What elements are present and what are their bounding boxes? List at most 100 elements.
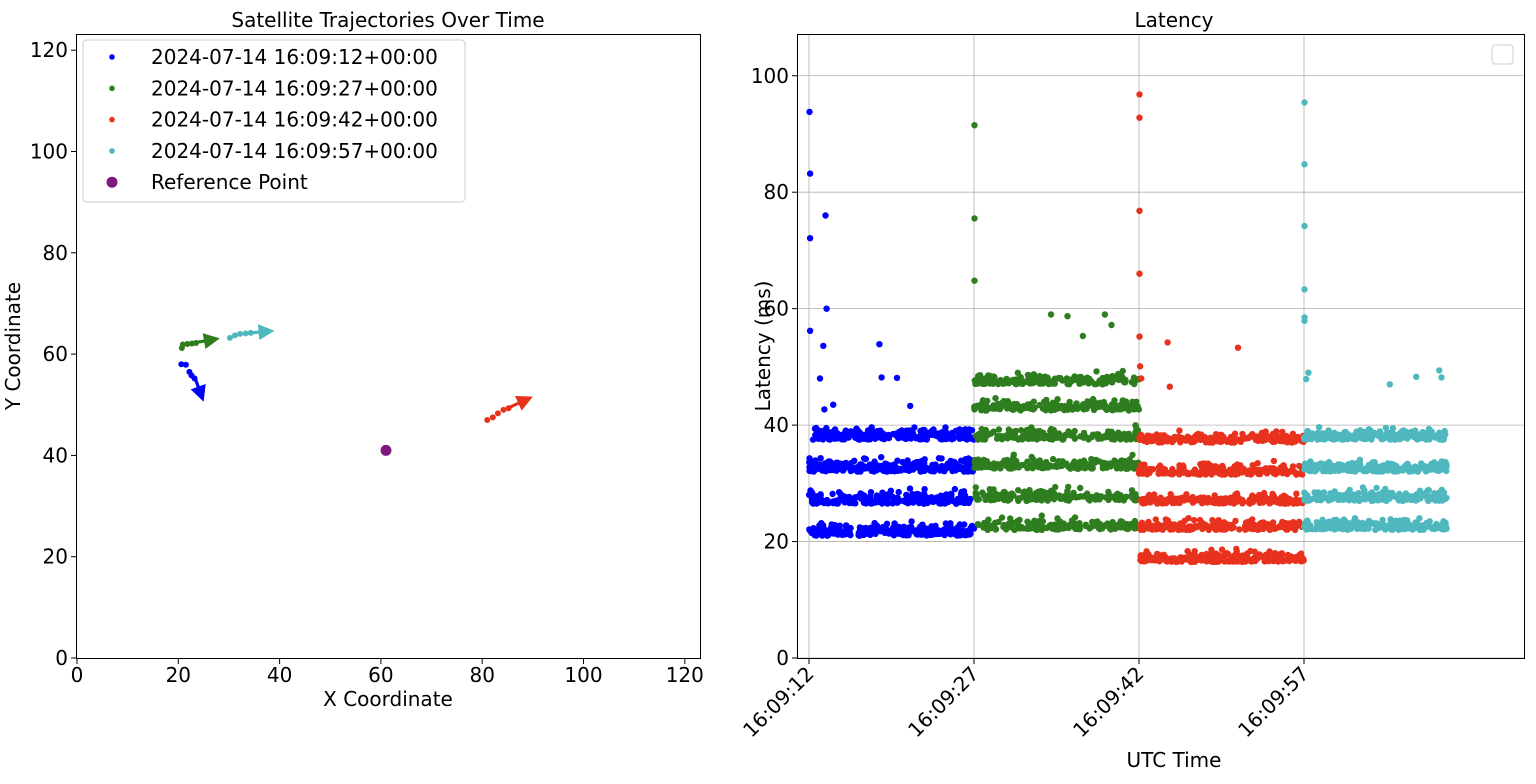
latency-point [857, 461, 864, 468]
latency-point [1353, 525, 1361, 533]
latency-point [1295, 522, 1302, 529]
latency-point [1044, 464, 1052, 471]
latency-point [1345, 496, 1352, 503]
latency-point [1410, 525, 1417, 532]
latency-point [1315, 424, 1323, 431]
latency-point [1187, 558, 1195, 566]
latency-point [1246, 500, 1254, 507]
latency-point [921, 525, 929, 533]
latency-point [846, 430, 853, 438]
latency-point [1364, 493, 1371, 501]
latency-point [990, 486, 997, 493]
latency-point [858, 530, 865, 538]
latency-point [1066, 381, 1073, 388]
latency-point [1291, 437, 1298, 444]
latency-point [1031, 404, 1038, 412]
latency-point [889, 528, 897, 535]
latency-point [947, 432, 954, 439]
latency-point [1288, 524, 1295, 531]
latency-point [1054, 396, 1061, 403]
latency-point [1114, 406, 1122, 413]
latency-point [978, 376, 985, 383]
latency-point [1088, 433, 1096, 441]
latency-point [1422, 492, 1429, 499]
latency-point [965, 455, 972, 462]
latency-point [1289, 468, 1297, 475]
latency-outlier-point [878, 374, 885, 381]
latency-point [833, 431, 840, 438]
latency-point [1028, 424, 1035, 431]
latency-point [1435, 466, 1442, 473]
latency-point [895, 488, 902, 496]
latency-outlier-point [1136, 270, 1143, 277]
latency-point [1118, 518, 1126, 525]
trajectory-point [182, 361, 189, 368]
latency-point [1412, 465, 1419, 473]
latency-point [1363, 520, 1370, 527]
latency-point [863, 465, 870, 472]
latency-point [1131, 380, 1138, 388]
latency-point [1207, 557, 1215, 565]
latency-point [812, 457, 819, 464]
trajectory-plot-area [178, 324, 533, 456]
latency-point [1022, 493, 1029, 500]
latency-point [921, 494, 928, 502]
latency-point [1009, 401, 1016, 408]
latency-point [829, 498, 837, 505]
latency-point [893, 432, 900, 439]
latency-point [1080, 434, 1087, 441]
latency-chart: Latency 0 20 40 60 80 100 16:09:12 16:09:27 16:0… [738, 8, 1525, 772]
y-tick-label: 40 [43, 443, 68, 467]
latency-point [908, 494, 915, 501]
reference-point [380, 444, 392, 456]
latency-point [1132, 422, 1139, 429]
y-tick-label: 60 [764, 297, 789, 321]
latency-point [1081, 465, 1089, 472]
latency-point [1033, 436, 1041, 443]
latency-point [1168, 495, 1175, 503]
trajectory-point [500, 406, 507, 413]
latency-point [1425, 425, 1433, 433]
latency-point [1277, 497, 1284, 504]
direction-arrow [195, 333, 220, 349]
latency-point [1119, 367, 1127, 375]
latency-point [880, 467, 888, 474]
latency-point [1167, 491, 1174, 498]
legend-marker [109, 85, 115, 92]
trajectory-point [494, 410, 501, 417]
x-tick-label: 16:09:12 [738, 662, 818, 742]
latency-point [1396, 465, 1403, 472]
x-tick-label: 100 [564, 663, 602, 687]
latency-point [1185, 435, 1192, 443]
trajectory-point [232, 332, 239, 339]
latency-point [1251, 495, 1258, 502]
latency-point [1064, 487, 1071, 495]
latency-point [878, 500, 886, 507]
latency-point [919, 426, 927, 434]
trajectory-point [242, 330, 249, 337]
latency-point [1344, 526, 1351, 533]
latency-point [1182, 496, 1189, 503]
latency-point [1057, 432, 1064, 440]
latency-point [1283, 526, 1290, 533]
latency-point [1265, 525, 1273, 532]
latency-point [911, 459, 918, 467]
latency-point [1050, 463, 1058, 470]
latency-point [1005, 520, 1012, 527]
latency-point [1103, 433, 1111, 441]
latency-point [951, 458, 958, 466]
latency-point [967, 435, 974, 442]
latency-point [1171, 434, 1179, 441]
latency-point [1404, 460, 1411, 467]
latency-point [977, 457, 984, 465]
latency-point [884, 499, 891, 506]
latency-point [983, 429, 990, 436]
latency-point [809, 489, 816, 497]
latency-point [1426, 518, 1433, 525]
latency-point [1258, 431, 1265, 438]
trajectory-chart-ticks: 0 20 40 60 80 100 120 0 20 40 60 80 100 120 [30, 38, 704, 687]
latency-point [1093, 368, 1100, 375]
latency-point [1147, 555, 1155, 562]
latency-point [1244, 470, 1251, 478]
latency-point [887, 487, 895, 494]
